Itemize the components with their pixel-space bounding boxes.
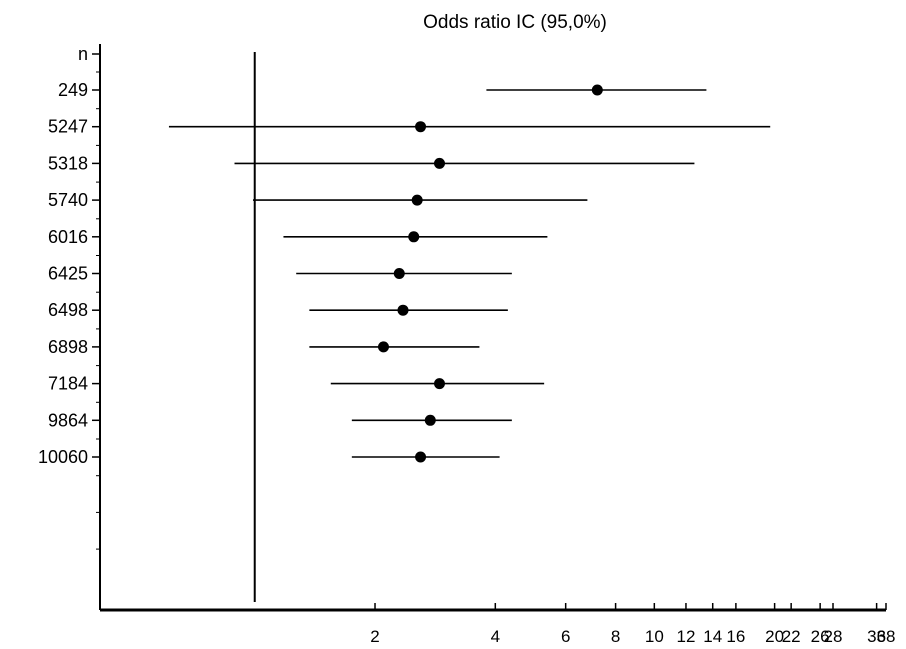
- odds-ratio-point: [424, 414, 436, 426]
- row-label: 5247: [48, 117, 88, 137]
- row-label: 7184: [48, 374, 88, 394]
- odds-ratio-point: [434, 157, 446, 169]
- odds-ratio-point: [434, 378, 446, 390]
- x-tick-label: 12: [677, 627, 696, 646]
- odds-ratio-point: [393, 268, 405, 279]
- forest-rows: 249 5247 5318 5740 6016 6425 6498 6898 7184 9864 1…: [38, 71, 771, 550]
- row-label: 9864: [48, 410, 88, 430]
- row-label: 10060: [38, 447, 88, 467]
- odds-ratio-point: [591, 84, 603, 96]
- odds-ratio-point: [415, 121, 427, 133]
- x-tick-label: 22: [782, 627, 801, 646]
- row-label: 249: [58, 80, 88, 100]
- row-label: 6425: [48, 264, 88, 284]
- x-tick-label: 6: [561, 627, 570, 646]
- row-label: 5740: [48, 190, 88, 210]
- x-tick-label: 28: [824, 627, 843, 646]
- x-tick-label: 26: [811, 627, 830, 646]
- y-header-label: n: [78, 44, 88, 64]
- odds-ratio-point: [415, 451, 427, 463]
- odds-ratio-point: [408, 231, 420, 243]
- row-label: 6898: [48, 337, 88, 357]
- x-tick-label: 20: [765, 627, 784, 646]
- x-tick-label: 10: [645, 627, 664, 646]
- x-tick-label: 4: [491, 627, 500, 646]
- x-tick-label: 16: [726, 627, 745, 646]
- odds-ratio-point: [377, 341, 389, 353]
- row-label: 5318: [48, 153, 88, 173]
- odds-ratio-point: [411, 194, 423, 206]
- x-tick-label: 36: [867, 627, 886, 646]
- x-tick-label: 14: [703, 627, 722, 646]
- odds-ratio-point: [397, 304, 409, 316]
- x-tick-label: 8: [611, 627, 620, 646]
- row-label: 6016: [48, 227, 88, 247]
- chart-title: Odds ratio IC (95,0%): [423, 12, 607, 33]
- row-label: 6498: [48, 300, 88, 320]
- x-tick-label: 38: [877, 627, 896, 646]
- x-tick-label: 2: [370, 627, 379, 646]
